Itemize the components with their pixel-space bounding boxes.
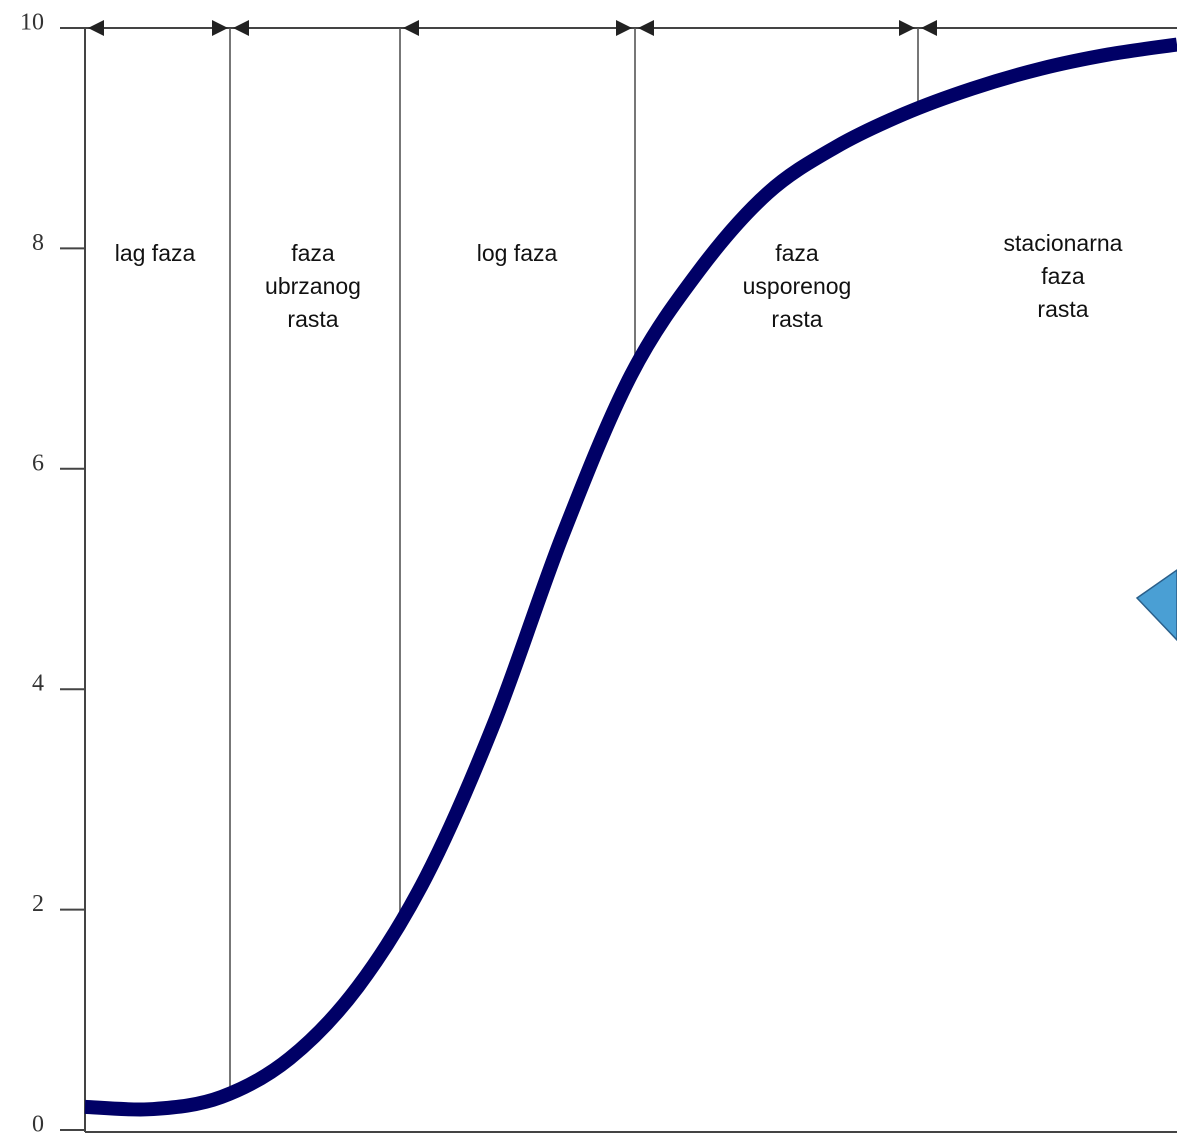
phase-label: rasta (771, 306, 822, 332)
arrowhead (233, 20, 249, 36)
growth-curve (84, 37, 1177, 1117)
y-tick-label: 2 (32, 891, 44, 917)
phase-label: rasta (287, 306, 338, 332)
phase-label: faza (775, 240, 819, 266)
phase-label: log faza (477, 240, 558, 266)
phase-label: rasta (1037, 296, 1088, 322)
arrowhead (921, 20, 937, 36)
phase-label: stacionarna (1004, 230, 1123, 256)
arrowhead (212, 20, 228, 36)
phase-label: usporenog (743, 273, 852, 299)
arrowhead (403, 20, 419, 36)
arrowhead (899, 20, 915, 36)
shape (1135, 569, 1177, 642)
arrowhead (616, 20, 632, 36)
arrowhead (88, 20, 104, 36)
phase-label: lag faza (115, 240, 196, 266)
decoration-shape (1135, 569, 1177, 642)
phase-label: faza (291, 240, 335, 266)
y-tick-label: 6 (32, 450, 44, 476)
arrowhead (638, 20, 654, 36)
phase-arrows (62, 20, 1177, 36)
y-tick-label: 8 (32, 230, 44, 256)
y-tick-label: 10 (20, 10, 44, 36)
y-tick-label: 0 (32, 1112, 44, 1138)
phase-label: faza (1041, 263, 1085, 289)
y-tick-label: 4 (32, 671, 44, 697)
phase-label: ubrzanog (265, 273, 361, 299)
